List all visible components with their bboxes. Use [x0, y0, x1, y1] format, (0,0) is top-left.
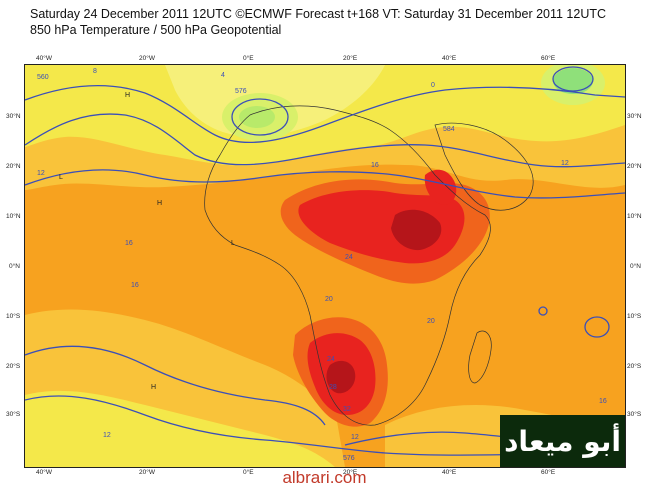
contour-label: 576 — [343, 455, 355, 462]
lon-label-top: 20°E — [343, 55, 358, 62]
contour-label: 12 — [103, 432, 111, 439]
contour-label: 32 — [343, 406, 351, 413]
green-cold-core — [239, 106, 275, 128]
forecast-map: 560 8 4 H L 12 576 584 16 20 24 28 32 0 … — [24, 64, 626, 468]
lat-label-right: 10°S — [627, 313, 642, 320]
red-east-africa — [424, 169, 457, 205]
lat-label-left: 20°S — [6, 363, 21, 370]
footer-link[interactable]: albrari.com — [282, 468, 367, 487]
contour-label: H — [125, 92, 130, 99]
contour-label: 12 — [37, 170, 45, 177]
contour-label: 576 — [235, 88, 247, 95]
lon-label-top: 40°E — [442, 55, 457, 62]
temperature-field: 560 8 4 H L 12 576 584 16 20 24 28 32 0 … — [25, 65, 625, 467]
contour-label: 24 — [345, 254, 353, 261]
africa-coastline — [204, 105, 491, 426]
contour-label: 8 — [93, 68, 97, 75]
contour-label: H — [157, 200, 162, 207]
lon-label-bottom: 20°E — [343, 469, 358, 476]
lon-label-bottom: 40°W — [36, 469, 52, 476]
lat-label-left: 10°S — [6, 313, 21, 320]
contour-label: 28 — [329, 384, 337, 391]
title-line-1: Saturday 24 December 2011 12UTC ©ECMWF F… — [30, 7, 607, 21]
contour-label: H — [151, 384, 156, 391]
contour-label: L — [59, 174, 63, 181]
contour-label: 0 — [431, 82, 435, 89]
contour-label: 20 — [325, 296, 333, 303]
contour-label: 16 — [131, 282, 139, 289]
lon-label-bottom: 40°E — [442, 469, 457, 476]
lat-label-right: 30°N — [627, 113, 642, 120]
arabia-coastline — [434, 122, 534, 211]
contour-label: 560 — [37, 74, 49, 81]
contour-label: 12 — [351, 434, 359, 441]
watermark-text: أبو ميعاد — [504, 424, 621, 458]
lon-label-top: 60°E — [541, 55, 556, 62]
contour-label: 12 — [561, 160, 569, 167]
dark-red-kalahari — [326, 360, 356, 394]
lat-label-right: 0°N — [630, 263, 641, 270]
lat-label-left: 0°N — [9, 263, 20, 270]
title-line-2: 850 hPa Temperature / 500 hPa Geopotenti… — [30, 23, 282, 37]
contour-label: 16 — [599, 398, 607, 405]
lon-label-top: 40°W — [36, 55, 52, 62]
contour-label: 20 — [427, 318, 435, 325]
contour-label: L — [231, 240, 235, 247]
lat-label-left: 20°N — [6, 163, 21, 170]
chart-title: Saturday 24 December 2011 12UTC ©ECMWF F… — [30, 6, 606, 38]
contour-label: 16 — [125, 240, 133, 247]
green-cold-core-east — [553, 68, 593, 94]
lon-label-bottom: 60°E — [541, 469, 556, 476]
site-footer: albrari.com — [0, 468, 649, 488]
contour-label: 4 — [221, 72, 225, 79]
lat-label-right: 20°S — [627, 363, 642, 370]
madagascar-coastline — [468, 330, 492, 384]
lat-label-right: 20°N — [627, 163, 642, 170]
lon-label-bottom: 20°W — [139, 469, 155, 476]
lon-label-top: 20°W — [139, 55, 155, 62]
lat-label-left: 30°N — [6, 113, 21, 120]
lat-label-right: 30°S — [627, 411, 642, 418]
pale-band-south — [25, 390, 335, 467]
lon-label-bottom: 0°E — [243, 469, 254, 476]
lat-label-left: 10°N — [6, 213, 21, 220]
lat-label-right: 10°N — [627, 213, 642, 220]
dark-red-ethiopia — [391, 209, 442, 251]
contour-label: 16 — [371, 162, 379, 169]
lat-label-left: 30°S — [6, 411, 21, 418]
watermark-logo: أبو ميعاد — [500, 415, 625, 467]
contour-label: 584 — [443, 126, 455, 133]
contour-label: 24 — [327, 356, 335, 363]
lon-label-top: 0°E — [243, 55, 254, 62]
